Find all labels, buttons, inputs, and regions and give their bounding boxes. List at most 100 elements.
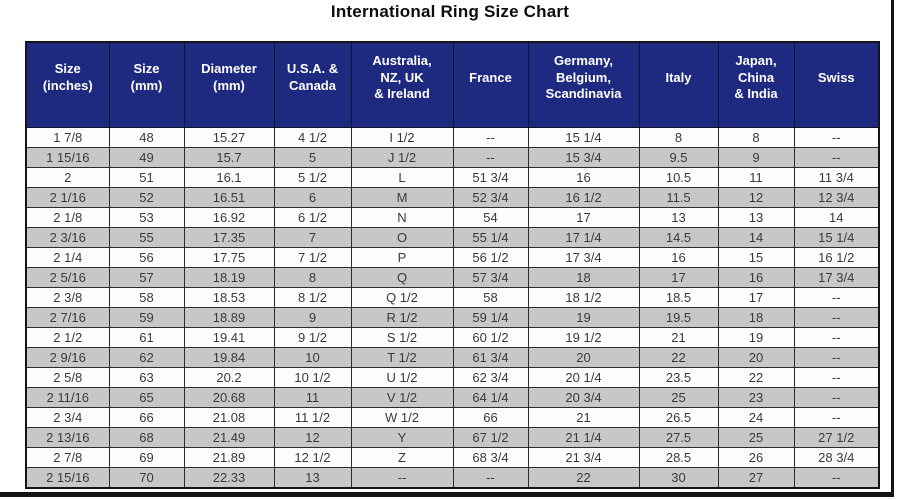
table-cell: 7 (273, 227, 352, 248)
table-cell: 23 (717, 387, 795, 408)
table-cell: 65 (108, 387, 185, 408)
table-cell: 56 1/2 (452, 247, 529, 268)
table-cell: 22.33 (183, 467, 275, 489)
column-header: Germany, Belgium, Scandinavia (527, 41, 640, 128)
table-cell: Q (350, 267, 454, 288)
table-cell: 9 1/2 (273, 327, 352, 348)
table-cell: 9 (717, 147, 795, 168)
table-cell: 16.51 (183, 187, 275, 208)
table-cell: 16 1/2 (793, 247, 880, 268)
table-cell: Z (350, 447, 454, 468)
table-cell: 21 1/4 (527, 427, 640, 448)
table-cell: 10 (273, 347, 352, 368)
table-cell: 28 3/4 (793, 447, 880, 468)
table-cell: 25 (717, 427, 795, 448)
table-cell: -- (452, 147, 529, 168)
table-cell: 26.5 (638, 407, 719, 428)
table-cell: 16 (717, 267, 795, 288)
column-header: Size (inches) (25, 41, 110, 128)
table-cell: 2 3/8 (25, 287, 110, 308)
table-cell: 17 1/4 (527, 227, 640, 248)
table-cell: -- (793, 147, 880, 168)
table-cell: 18.89 (183, 307, 275, 328)
table-cell: 8 (638, 127, 719, 148)
table-cell: 18 (717, 307, 795, 328)
column-header: Size (mm) (108, 41, 185, 128)
table-cell: 51 (108, 167, 185, 188)
table-cell: 2 (25, 167, 110, 188)
table-cell: 26 (717, 447, 795, 468)
table-cell: 19 (717, 327, 795, 348)
table-cell: 17 3/4 (793, 267, 880, 288)
table-cell: 2 15/16 (25, 467, 110, 489)
ring-size-table: Size (inches) Size (mm) Diameter (mm) U.S.A… (25, 41, 880, 489)
table-cell: 21.89 (183, 447, 275, 468)
column-header: Japan, China & India (717, 41, 795, 128)
table-cell: 27 1/2 (793, 427, 880, 448)
table-cell: I 1/2 (350, 127, 454, 148)
table-cell: 13 (638, 207, 719, 228)
table-cell: 19.84 (183, 347, 275, 368)
table-cell: 21.08 (183, 407, 275, 428)
frame-bottom-border (0, 492, 894, 497)
table-cell: 20.68 (183, 387, 275, 408)
table-cell: 16 1/2 (527, 187, 640, 208)
table-cell: 20 (527, 347, 640, 368)
table-cell: Q 1/2 (350, 287, 454, 308)
table-cell: 62 3/4 (452, 367, 529, 388)
table-row: 2 1/8 53 16.92 6 1/2 N 54 17 13 13 14 (25, 207, 880, 228)
table-cell: 12 1/2 (273, 447, 352, 468)
table-row: 2 11/16 65 20.68 11 V 1/2 64 1/4 20 3/4 25 23 -- (25, 387, 880, 408)
table-cell: 17 3/4 (527, 247, 640, 268)
table-cell: 11 (717, 167, 795, 188)
table-cell: 18 (527, 267, 640, 288)
table-cell: 2 5/8 (25, 367, 110, 388)
table-cell: 15.7 (183, 147, 275, 168)
table-cell: 23.5 (638, 367, 719, 388)
table-cell: 49 (108, 147, 185, 168)
table-row: 2 1/16 52 16.51 6 M 52 3/4 16 1/2 11.5 12 12 3/4 (25, 187, 880, 208)
table-cell: 51 3/4 (452, 167, 529, 188)
table-cell: 18.5 (638, 287, 719, 308)
table-cell: 56 (108, 247, 185, 268)
table-cell: S 1/2 (350, 327, 454, 348)
table-cell: 2 7/8 (25, 447, 110, 468)
table-cell: -- (793, 347, 880, 368)
table-cell: 55 (108, 227, 185, 248)
table-cell: 12 (717, 187, 795, 208)
table-cell: 61 (108, 327, 185, 348)
table-cell: 57 (108, 267, 185, 288)
table-cell: -- (793, 307, 880, 328)
table-cell: 48 (108, 127, 185, 148)
table-cell: 59 1/4 (452, 307, 529, 328)
table-cell: 8 (273, 267, 352, 288)
table-row: 2 7/16 59 18.89 9 R 1/2 59 1/4 19 19.5 18 -- (25, 307, 880, 328)
table-cell: -- (452, 467, 529, 489)
table-cell: 19 1/2 (527, 327, 640, 348)
table-cell: 2 7/16 (25, 307, 110, 328)
table-cell: W 1/2 (350, 407, 454, 428)
table-cell: 17 (717, 287, 795, 308)
table-cell: 5 (273, 147, 352, 168)
table-cell: -- (793, 327, 880, 348)
table-row: 2 1/4 56 17.75 7 1/2 P 56 1/2 17 3/4 16 15 16 1/2 (25, 247, 880, 268)
table-cell: 11.5 (638, 187, 719, 208)
table-cell: 2 5/16 (25, 267, 110, 288)
table-cell: 21 3/4 (527, 447, 640, 468)
table-cell: 19.5 (638, 307, 719, 328)
table-row: 2 9/16 62 19.84 10 T 1/2 61 3/4 20 22 20 -- (25, 347, 880, 368)
table-cell: 69 (108, 447, 185, 468)
table-cell: 21 (638, 327, 719, 348)
table-cell: 9 (273, 307, 352, 328)
table-cell: -- (793, 287, 880, 308)
table-cell: 16 (527, 167, 640, 188)
table-cell: -- (793, 127, 880, 148)
table-cell: 10 1/2 (273, 367, 352, 388)
table-cell: 2 3/4 (25, 407, 110, 428)
table-cell: U 1/2 (350, 367, 454, 388)
table-cell: P (350, 247, 454, 268)
table-cell: 28.5 (638, 447, 719, 468)
table-cell: 55 1/4 (452, 227, 529, 248)
table-cell: 2 3/16 (25, 227, 110, 248)
table-row: 2 51 16.1 5 1/2 L 51 3/4 16 10.5 11 11 3/4 (25, 167, 880, 188)
